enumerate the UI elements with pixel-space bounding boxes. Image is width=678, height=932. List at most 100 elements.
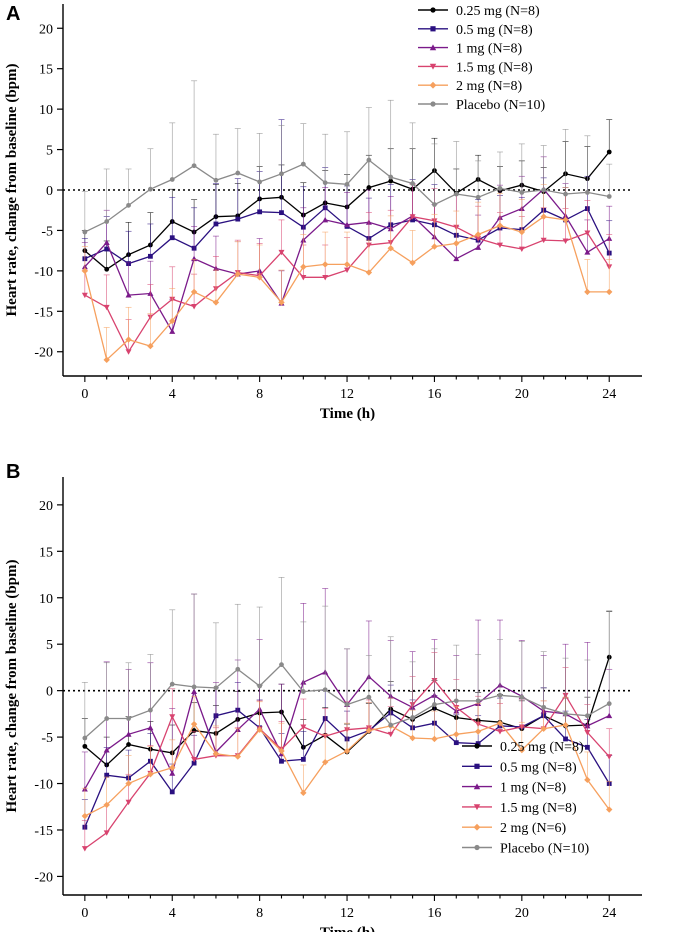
panel-b-x-tick-label: 24 <box>602 906 616 921</box>
panel-b-data-point <box>409 734 416 742</box>
panel-b-x-tick-label: 20 <box>515 906 529 921</box>
panel-b-data-point <box>584 713 590 719</box>
panel-b-data-point <box>474 728 482 735</box>
panel-b-data-point <box>322 687 328 693</box>
panel-b-y-tick-label: -20 <box>34 870 53 885</box>
panel-a-data-point <box>541 187 547 193</box>
panel-b-data-point <box>82 735 88 741</box>
panel-b-data-point <box>300 689 306 694</box>
panel-a-y-tick-label: 15 <box>39 63 53 78</box>
panel-b-data-point <box>497 692 503 698</box>
panel-a-data-point <box>519 190 525 195</box>
panel-b-data-point <box>191 688 198 694</box>
panel-b-data-point <box>169 714 176 720</box>
panel-a-data-point <box>278 249 285 256</box>
panel-b-data-point <box>82 743 88 749</box>
panel-a-x-tick-label: 8 <box>256 387 263 402</box>
panel-a-legend: 0.25 mg (N=8) 0.5 mg (N=8) 1 mg (N=8) 1.5 m… <box>418 4 545 113</box>
panel-b-data-point <box>563 711 568 717</box>
panel-b-legend-swatch-marker <box>473 804 481 811</box>
panel-a-y-axis-title: Heart rate, change from baseline (bpm) <box>4 63 20 316</box>
panel-b-data-point <box>81 812 89 820</box>
panel-b-x-tick-label: 8 <box>256 906 263 921</box>
panel-a-legend-swatch-marker <box>429 44 437 51</box>
panel-a-series-5 <box>81 80 613 235</box>
panel-a-data-point <box>366 185 372 190</box>
panel-b-legend-label: Placebo (N=10) <box>500 842 589 857</box>
panel-a-chart: -20 -15 -10 -5 0 5 10 15 20 0 4 8 12 16 20 24 Time (h) He… <box>4 4 642 422</box>
panel-a-data-point <box>234 270 241 278</box>
panel-b-legend-label: 2 mg (N=6) <box>500 821 567 836</box>
panel-a-data-point <box>453 255 460 262</box>
panel-a-data-point <box>81 292 88 299</box>
panel-b-data-point <box>279 662 284 668</box>
panel-a-y-tick-label: -10 <box>34 265 53 280</box>
panel-b-legend: 0.25 mg (N=8) 0.5 mg (N=8) 1 mg (N=8) 1.5 m… <box>462 740 589 857</box>
panel-b-data-point <box>169 764 176 771</box>
panel-b-legend-label: 0.5 mg (N=8) <box>500 760 577 775</box>
panel-b-data-point <box>169 681 175 687</box>
panel-b-data-point <box>431 735 438 743</box>
panel-a-data-point <box>213 177 219 183</box>
panel-b-data-point <box>365 727 373 734</box>
panel-a-data-point <box>103 356 110 364</box>
panel-a-data-point <box>518 246 525 253</box>
panel-a-data-point <box>497 185 503 191</box>
panel-b-data-point <box>300 789 307 797</box>
panel-a-y-tick-label: 0 <box>46 184 53 199</box>
panel-a-legend-label: 1 mg (N=8) <box>456 42 523 57</box>
panel-a-y-tick-label: 20 <box>39 22 53 37</box>
panel-a-data-point <box>344 221 351 228</box>
panel-b-data-point <box>191 684 197 690</box>
panel-a-legend-label: Placebo (N=10) <box>456 98 545 113</box>
panel-b-y-tick-label: -15 <box>34 824 53 839</box>
panel-b-data-point <box>300 756 306 762</box>
panel-b-data-point <box>191 756 198 763</box>
panel-b-data-point <box>453 731 460 738</box>
panel-b-data-point <box>584 776 591 784</box>
panel-b-data-point <box>453 698 459 704</box>
panel-a-y-tick-label: -15 <box>34 305 53 320</box>
panel-a-data-point <box>125 349 132 355</box>
panel-a-data-point <box>606 194 612 199</box>
panel-b-data-point <box>606 754 613 760</box>
panel-a-data-point <box>388 178 394 184</box>
panel-a-data-point <box>322 216 329 223</box>
panel-a-data-point <box>103 239 110 245</box>
panel-a-x-tick-label: 24 <box>602 387 616 402</box>
panel-a-data-point <box>300 161 306 167</box>
panel-a-legend-swatch-marker <box>430 7 436 13</box>
panel-b-data-point <box>388 722 394 728</box>
panel-a-legend-swatch-marker <box>430 26 436 32</box>
panel-b-x-tick-label: 16 <box>427 906 441 921</box>
panel-b-data-point <box>212 750 220 758</box>
panel-a-legend-swatch-marker <box>429 81 437 89</box>
panel-b-y-axis-title: Heart rate, change from baseline (bpm) <box>4 559 20 812</box>
panel-a-data-point <box>475 236 482 242</box>
panel-b-y-tick-label: 0 <box>46 685 53 700</box>
panel-b-x-tick-label: 0 <box>81 906 88 921</box>
panel-a-data-point <box>278 299 285 306</box>
panel-b-data-point <box>496 719 504 727</box>
panel-a-data-point <box>431 243 438 250</box>
panel-a-data-point <box>125 292 132 298</box>
panel-a-y-tick-label: 5 <box>46 144 53 159</box>
panel-b-y-tick-label: 20 <box>39 499 53 514</box>
panel-a-x-tick-label: 0 <box>81 387 88 402</box>
panel-a-data-point <box>540 213 547 220</box>
panel-a-legend-swatch-marker <box>430 101 436 107</box>
panel-b-chart: -20 -15 -10 -5 0 5 10 15 20 0 4 8 12 16 20 24 Time (h) He… <box>4 477 642 932</box>
panel-b-data-point <box>584 744 590 750</box>
panel-a-data-point <box>235 170 241 176</box>
panel-a-data-point <box>104 246 110 252</box>
panel-a-data-point <box>584 249 591 255</box>
panel-a-data-point <box>453 240 460 247</box>
panel-label-b: B <box>6 461 20 483</box>
panel-a-data-point <box>257 179 263 185</box>
panel-a-x-tick-label: 12 <box>340 387 354 402</box>
panel-a-data-point <box>584 190 590 195</box>
panel-b-y-tick-label: -5 <box>41 731 53 746</box>
panel-a-data-point <box>606 149 612 155</box>
panel-b-legend-label: 1.5 mg (N=8) <box>500 801 577 816</box>
panel-a-data-point <box>190 288 198 296</box>
